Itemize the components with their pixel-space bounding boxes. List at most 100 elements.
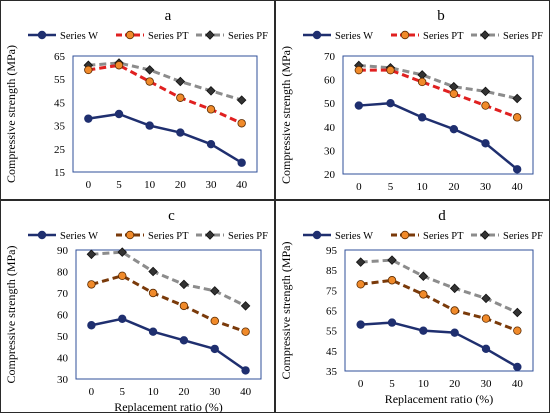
data-point [148, 327, 158, 336]
series-series-pt [354, 65, 522, 122]
data-point [386, 65, 395, 75]
series-series-pf [86, 247, 251, 311]
x-tick-label: 10 [148, 386, 160, 398]
y-tick-label: 65 [326, 306, 338, 318]
x-tick-label: 40 [512, 181, 524, 193]
x-tick-label: 20 [449, 378, 461, 390]
data-point [176, 93, 185, 102]
series-series-w [354, 98, 522, 174]
legend-marker [480, 30, 490, 40]
chart-panel-b: b Series W Series PT Series PF 20 30 40 50 60 70 0… [275, 0, 550, 200]
legend-label: Series PT [423, 231, 464, 242]
x-axis-title: Replacement ratio (%) [114, 400, 223, 413]
data-point [206, 86, 216, 96]
data-point [354, 101, 364, 110]
series-series-w [356, 318, 522, 372]
series-line [360, 258, 518, 314]
series-line [88, 61, 243, 102]
legend-marker [400, 30, 410, 40]
data-point [481, 139, 490, 148]
data-point [387, 255, 397, 265]
y-tick-label: 90 [57, 245, 69, 257]
plot-area [75, 249, 262, 380]
legend-label: Series PF [503, 31, 543, 42]
data-point [481, 101, 490, 110]
data-point [449, 89, 459, 98]
y-tick-label: 70 [57, 288, 69, 300]
y-tick-label: 45 [326, 346, 338, 358]
legend-label: Series PT [148, 231, 189, 242]
x-tick-label: 40 [236, 179, 248, 191]
series-line [358, 101, 518, 171]
data-point [114, 61, 124, 70]
series-line [88, 112, 243, 164]
legend-entry: Series PF [196, 30, 268, 42]
data-point [237, 158, 246, 167]
legend-entry: Series W [28, 230, 98, 242]
x-tick-label: 10 [417, 181, 429, 193]
data-point [241, 327, 250, 336]
data-point [87, 321, 96, 330]
legend-label: Series PT [148, 31, 189, 42]
data-point [512, 113, 522, 122]
data-point [179, 279, 189, 290]
series-line [360, 278, 518, 333]
data-point [354, 65, 364, 75]
data-point [236, 95, 247, 105]
data-point [206, 139, 216, 149]
plot-area [342, 55, 534, 175]
y-axis-title: Compressive strength (MPa) [279, 46, 293, 184]
data-point [84, 65, 93, 75]
data-point [450, 306, 459, 315]
x-tick-label: 20 [448, 181, 460, 193]
x-tick-label: 30 [206, 179, 218, 191]
panel-letter: b [437, 8, 445, 24]
data-point [356, 320, 365, 329]
data-point [512, 307, 523, 318]
x-tick-label: 30 [480, 181, 492, 193]
x-tick-label: 30 [481, 378, 493, 390]
legend-marker [400, 230, 410, 240]
x-tick-label: 5 [116, 179, 122, 191]
legend-marker [125, 30, 135, 40]
data-point [356, 280, 365, 289]
x-tick-label: 30 [209, 386, 221, 398]
legend-entry: Series PF [196, 230, 268, 242]
legend-marker [37, 30, 47, 40]
data-point [206, 105, 216, 114]
plot-area [72, 55, 258, 173]
x-tick-label: 5 [389, 378, 395, 390]
legend-marker [205, 30, 215, 40]
legend-label: Series PF [503, 231, 543, 242]
legend-marker [205, 230, 215, 240]
data-point [84, 114, 93, 123]
data-point [419, 326, 428, 335]
y-tick-label: 55 [54, 74, 66, 86]
data-point [512, 165, 522, 174]
data-point [175, 76, 186, 87]
plot-area [344, 249, 534, 372]
legend-entry: Series W [28, 30, 98, 42]
data-point [240, 301, 251, 311]
data-point [87, 280, 96, 289]
legend-entry: Series PF [471, 230, 543, 242]
y-tick-label: 80 [57, 267, 69, 279]
data-point [449, 124, 459, 134]
x-tick-label: 0 [356, 181, 362, 193]
y-tick-label: 40 [324, 122, 336, 134]
series-series-w [84, 109, 246, 167]
y-tick-label: 85 [326, 265, 338, 277]
data-point [481, 314, 491, 323]
y-axis-title: Compressive strength (MPa) [279, 242, 293, 380]
legend-label: Series W [335, 231, 373, 242]
series-series-pt [87, 271, 250, 336]
x-tick-label: 20 [178, 386, 190, 398]
legend-entry: Series PT [116, 30, 189, 42]
data-point [419, 290, 428, 299]
series-line [88, 63, 243, 125]
y-tick-label: 30 [324, 145, 336, 157]
data-point [179, 336, 189, 345]
y-tick-label: 25 [54, 144, 66, 156]
data-point [513, 326, 522, 335]
legend-label: Series W [60, 31, 98, 42]
